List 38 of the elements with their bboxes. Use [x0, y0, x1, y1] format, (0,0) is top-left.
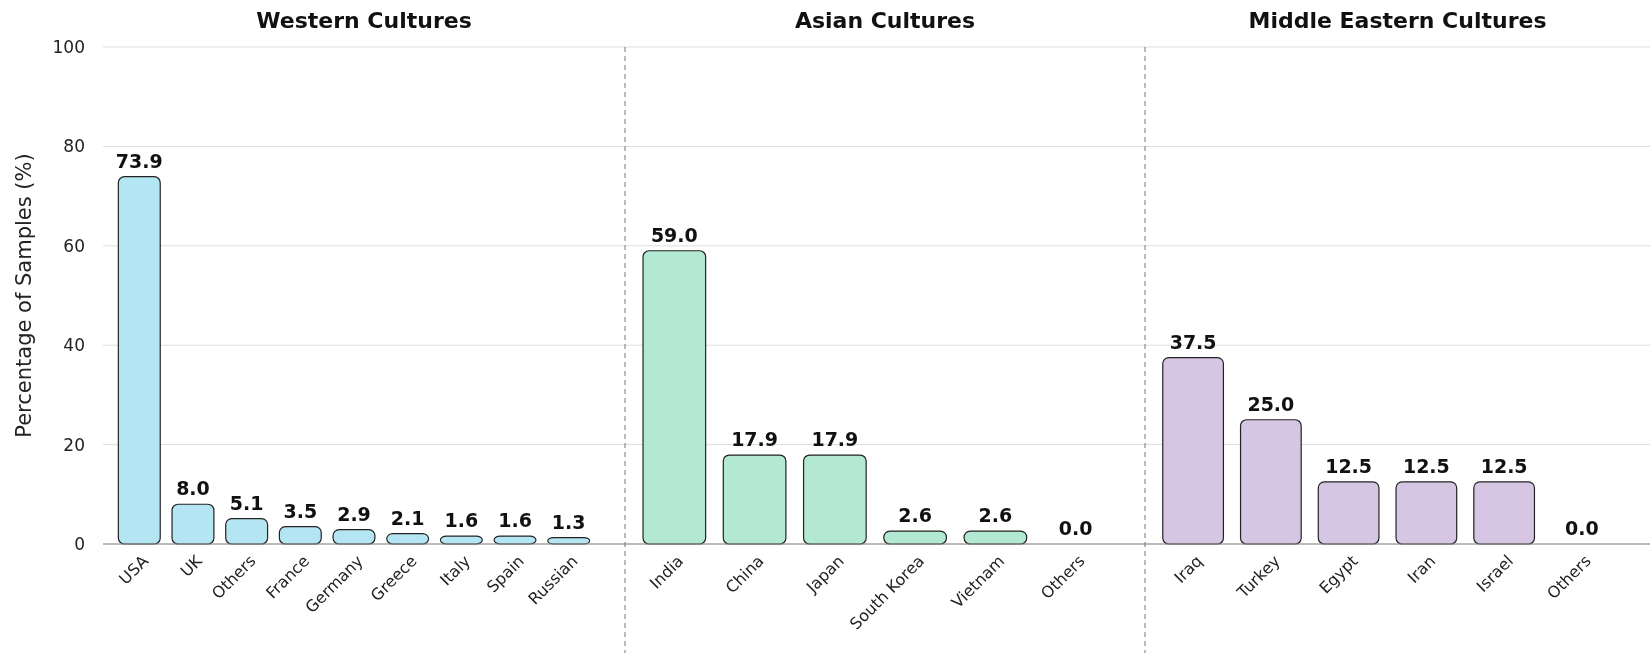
bar — [225, 518, 269, 545]
data-label: 0.0 — [1058, 517, 1093, 539]
data-label: 5.1 — [229, 491, 264, 514]
y-tick-label: 100 — [52, 36, 85, 57]
data-label: 37.5 — [1169, 330, 1217, 353]
data-label: 2.9 — [337, 502, 371, 525]
data-label: 25.0 — [1247, 392, 1295, 415]
data-label: 2.6 — [898, 504, 932, 527]
data-label: 2.1 — [390, 506, 425, 529]
data-label: 12.5 — [1325, 454, 1373, 477]
chart-title: Western Cultures — [256, 8, 472, 33]
y-tick-label: 80 — [63, 136, 85, 157]
data-label: 0.0 — [1565, 517, 1599, 539]
y-tick-label: 60 — [63, 235, 85, 256]
x-tick-label: Iran — [1403, 551, 1440, 587]
y-axis-title: Percentage of Samples (%) — [12, 153, 36, 438]
data-label: 17.9 — [731, 428, 779, 451]
data-label: 8.0 — [176, 477, 210, 500]
bar — [171, 503, 215, 545]
x-tick-label: UK — [176, 550, 207, 581]
data-label: 3.5 — [283, 499, 318, 522]
data-label: 12.5 — [1402, 454, 1450, 477]
x-tick-label: USA — [115, 551, 153, 589]
data-label: 12.5 — [1480, 454, 1528, 477]
data-label: 2.6 — [978, 504, 1013, 527]
data-label: 1.6 — [444, 509, 479, 532]
y-tick-label: 20 — [63, 434, 85, 455]
y-tick-label: 40 — [63, 335, 85, 356]
x-tick-label: Iraq — [1170, 551, 1206, 587]
data-label: 73.9 — [115, 149, 163, 172]
data-label: 17.9 — [811, 428, 859, 451]
data-label: 59.0 — [650, 223, 698, 246]
data-label: 1.3 — [551, 510, 586, 533]
y-tick-label: 0 — [74, 533, 85, 554]
data-label: 1.6 — [498, 509, 532, 532]
chart-title: Middle Eastern Cultures — [1248, 8, 1547, 33]
bar — [117, 176, 161, 545]
chart-title: Asian Cultures — [794, 8, 976, 33]
